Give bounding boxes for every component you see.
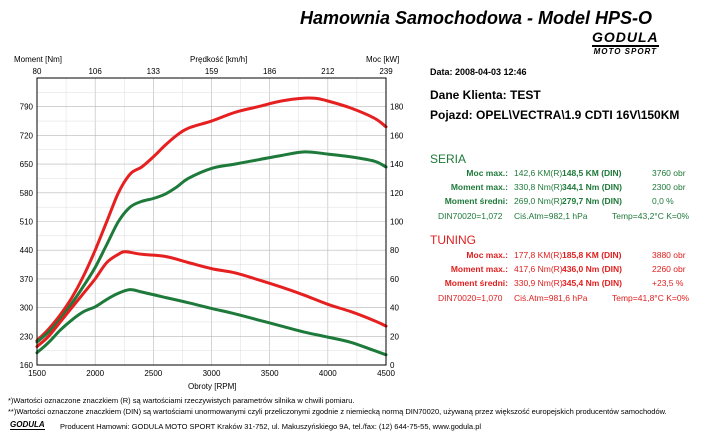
seria-din-line: DIN70020=1,072 Ciś.Atm=982,1 hPa Temp=43… [430, 211, 715, 224]
y-left-tick-label: 510 [20, 218, 34, 227]
footnote-din: **)Wartości oznaczone znaczkiem (DIN) są… [8, 407, 667, 416]
test-date: Data: 2008-04-03 12:46 [430, 67, 527, 77]
top-tick-label: 80 [33, 67, 42, 76]
top-axis-label: Prędkość [km/h] [190, 55, 247, 64]
y-right-tick-label: 60 [390, 275, 399, 284]
brand-subtitle: MOTO SPORT [593, 47, 658, 56]
y-left-tick-label: 370 [20, 275, 34, 284]
row-rpm: 2300 obr [652, 182, 686, 192]
row-label: Moment średni: [444, 196, 508, 206]
tuning-row-torque: Moment max.: 417,6 Nm(R) 436,0 Nm (DIN) … [430, 264, 715, 277]
x-axis-label: Obroty [RPM] [188, 382, 236, 391]
row-value-r: 417,6 Nm(R) [514, 264, 563, 274]
row-value-r: 330,8 Nm(R) [514, 182, 563, 192]
brand-logo: GODULA MOTO SPORT [592, 30, 659, 56]
atm-pressure: Ciś.Atm=981,6 hPa [514, 293, 588, 303]
right-axis-label: Moc [kW] [366, 55, 399, 64]
row-value-din: 345,4 Nm (DIN) [562, 278, 622, 288]
row-label: Moc max.: [466, 250, 508, 260]
x-tick-label: 4000 [319, 369, 337, 378]
brand-name: GODULA [592, 29, 659, 47]
y-left-tick-label: 300 [20, 304, 34, 313]
top-tick-label: 133 [147, 67, 161, 76]
x-tick-label: 2000 [86, 369, 104, 378]
y-right-tick-label: 180 [390, 103, 404, 112]
row-value-din: 185,8 KM (DIN) [562, 250, 622, 260]
atm-pressure: Ciś.Atm=982,1 hPa [514, 211, 588, 221]
y-left-tick-label: 650 [20, 160, 34, 169]
x-tick-label: 4500 [377, 369, 395, 378]
tuning-title: TUNING [430, 233, 476, 247]
y-left-tick-label: 790 [20, 103, 34, 112]
x-tick-label: 1500 [28, 369, 46, 378]
client-name: Dane Klienta: TEST [430, 88, 541, 102]
row-rpm: 3880 obr [652, 250, 686, 260]
footnote-r: *)Wartości oznaczone znaczkiem (R) są wa… [8, 396, 355, 405]
seria-title: SERIA [430, 152, 467, 166]
tuning-row-avg: Moment średni: 330,9 Nm(R) 345,4 Nm (DIN… [430, 278, 715, 291]
row-value-r: 142,6 KM(R) [514, 168, 563, 178]
top-tick-label: 212 [321, 67, 335, 76]
y-right-tick-label: 120 [390, 189, 404, 198]
top-tick-label: 186 [263, 67, 277, 76]
y-left-tick-label: 160 [20, 361, 34, 370]
chart-curves [35, 96, 388, 357]
row-rpm: 2260 obr [652, 264, 686, 274]
seria-row-avg: Moment średni: 269,0 Nm(R) 279,7 Nm (DIN… [430, 196, 715, 209]
row-rpm: 3760 obr [652, 168, 686, 178]
row-value-din: 279,7 Nm (DIN) [562, 196, 622, 206]
page-title: Hamownia Samochodowa - Model HPS-O [300, 8, 653, 28]
y-right-tick-label: 40 [390, 304, 399, 313]
top-tick-label: 159 [205, 67, 219, 76]
x-tick-label: 3500 [261, 369, 279, 378]
y-right-tick-label: 160 [390, 131, 404, 140]
row-label: Moment max.: [450, 182, 508, 192]
footer-logo: GODULA [10, 420, 45, 430]
producer-info: Producent Hamowni: GODULA MOTO SPORT Kra… [60, 422, 482, 431]
power-curve-seria [35, 150, 388, 344]
row-label: Moment średni: [444, 278, 508, 288]
y-left-tick-label: 440 [20, 246, 34, 255]
vehicle-name: Pojazd: OPEL\VECTRA\1.9 CDTI 16V\150KM [430, 108, 680, 122]
row-label: Moment max.: [450, 264, 508, 274]
left-axis-label: Moment [Nm] [14, 55, 62, 64]
row-value-r: 269,0 Nm(R) [514, 196, 563, 206]
y-right-tick-label: 20 [390, 332, 399, 341]
x-tick-label: 3000 [203, 369, 221, 378]
y-left-tick-label: 580 [20, 189, 34, 198]
plot-frame [36, 77, 387, 366]
tuning-row-power: Moc max.: 177,8 KM(R) 185,8 KM (DIN) 388… [430, 250, 715, 263]
power-curve-tuning [35, 96, 388, 343]
x-tick-label: 2500 [144, 369, 162, 378]
din-factor: DIN70020=1,070 [438, 293, 503, 303]
y-right-tick-label: 0 [390, 361, 395, 370]
y-right-tick-label: 140 [390, 160, 404, 169]
row-value-din: 148,5 KM (DIN) [562, 168, 622, 178]
top-tick-label: 239 [379, 67, 393, 76]
y-right-tick-label: 100 [390, 218, 404, 227]
row-value-r: 330,9 Nm(R) [514, 278, 563, 288]
y-right-tick-label: 80 [390, 246, 399, 255]
temperature: Temp=43,2°C K=0% [612, 211, 690, 221]
row-value-r: 177,8 KM(R) [514, 250, 563, 260]
row-value-din: 344,1 Nm (DIN) [562, 182, 622, 192]
seria-row-power: Moc max.: 142,6 KM(R) 148,5 KM (DIN) 376… [430, 168, 715, 181]
row-rpm: +23,5 % [652, 278, 684, 288]
seria-row-torque: Moment max.: 330,8 Nm(R) 344,1 Nm (DIN) … [430, 182, 715, 195]
y-left-tick-label: 720 [20, 131, 34, 140]
row-rpm: 0,0 % [652, 196, 674, 206]
row-label: Moc max.: [466, 168, 508, 178]
din-factor: DIN70020=1,072 [438, 211, 503, 221]
top-tick-label: 106 [88, 67, 102, 76]
temperature: Temp=41,8°C K=0% [612, 293, 690, 303]
row-value-din: 436,0 Nm (DIN) [562, 264, 622, 274]
torque-curve-seria [35, 288, 388, 357]
torque-curve-tuning [35, 250, 388, 349]
y-left-tick-label: 230 [20, 332, 34, 341]
tuning-din-line: DIN70020=1,070 Ciś.Atm=981,6 hPa Temp=41… [430, 293, 715, 306]
